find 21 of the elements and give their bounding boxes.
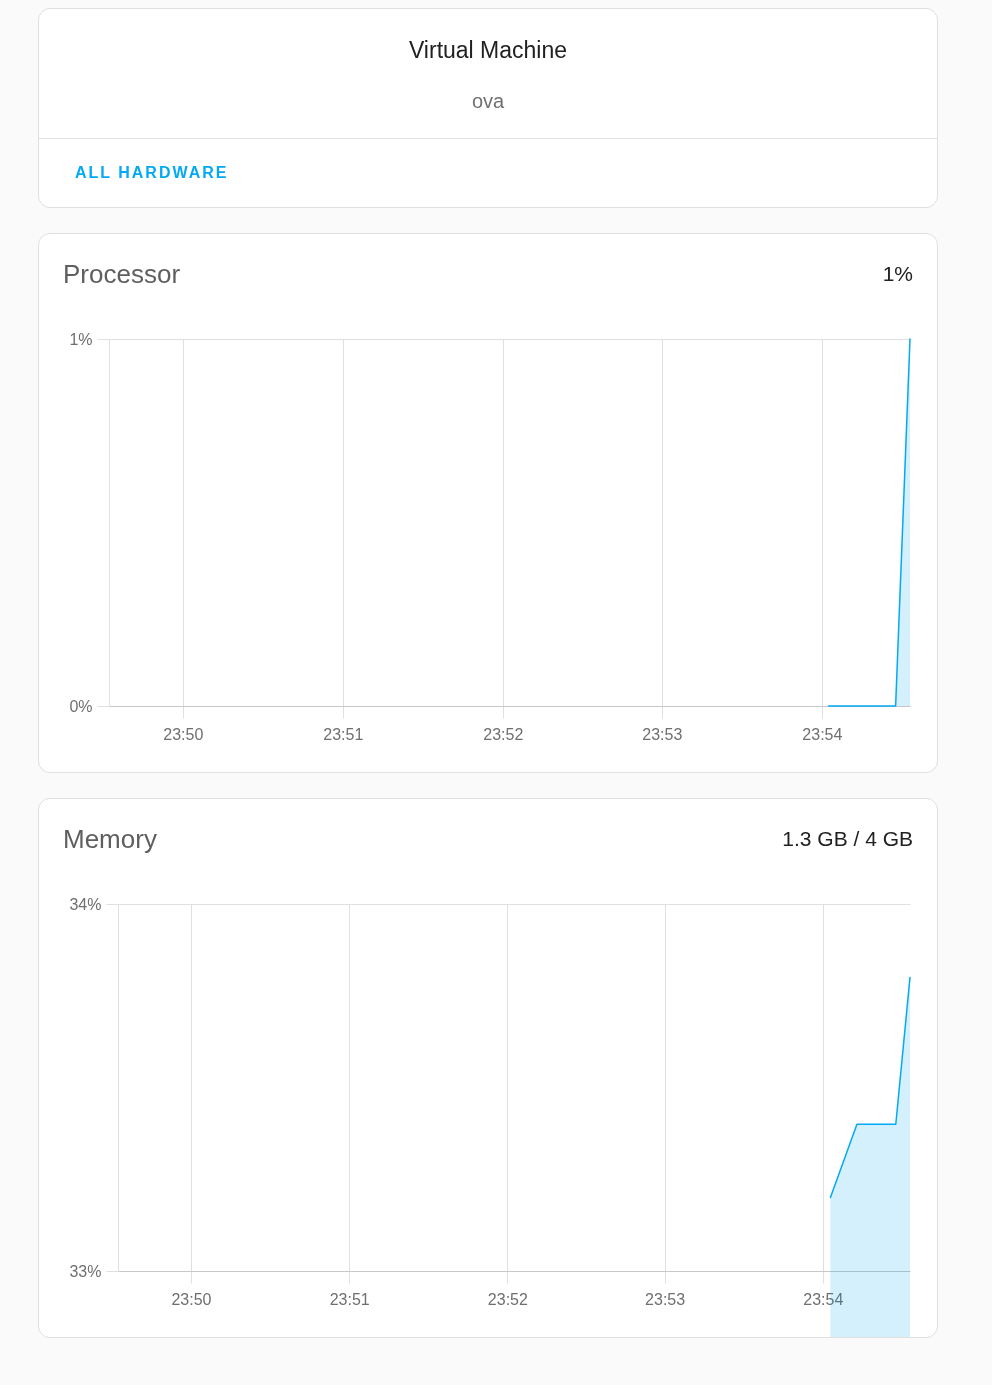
- y-tick-label: 0%: [69, 697, 93, 715]
- text: 1.3 GB / 4 GB: [782, 826, 913, 852]
- x-tick-label: 23:52: [487, 1290, 528, 1308]
- text: Virtual Machine: [407, 36, 569, 65]
- x-tick-label: 23:52: [483, 725, 524, 743]
- text: ova: [470, 89, 506, 113]
- x-tick-label: 23:54: [803, 1290, 844, 1308]
- x-tick-label: 23:51: [323, 725, 364, 743]
- chart-title: Memory: [63, 823, 157, 855]
- x-tick-label: 23:50: [171, 1290, 212, 1308]
- x-tick-label: 23:54: [802, 725, 843, 743]
- x-tick-label: 23:51: [329, 1290, 370, 1308]
- y-tick-label: 33%: [69, 1262, 102, 1280]
- text: ALL HARDWARE: [75, 163, 229, 183]
- x-tick-label: 23:53: [645, 1290, 686, 1308]
- x-tick-label: 23:50: [163, 725, 204, 743]
- y-tick-label: 34%: [69, 895, 102, 913]
- chart-title: Processor: [63, 258, 181, 290]
- text: 1%: [882, 261, 913, 287]
- y-tick-label: 1%: [69, 330, 93, 348]
- x-tick-label: 23:53: [642, 725, 683, 743]
